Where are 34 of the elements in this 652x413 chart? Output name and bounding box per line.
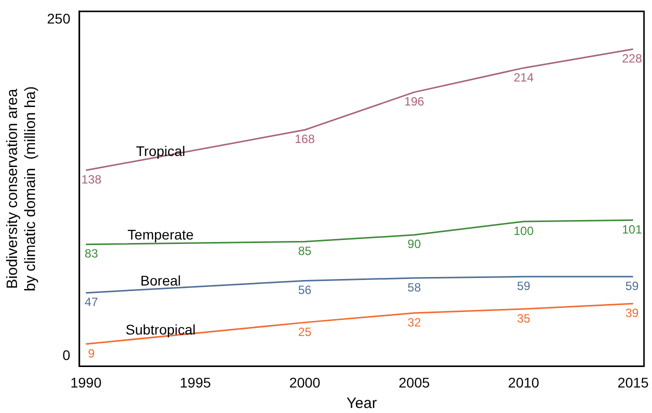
x-tick-label: 2015 — [617, 374, 649, 390]
data-label: 56 — [298, 283, 312, 298]
data-label: 101 — [622, 222, 642, 236]
data-label: 100 — [514, 224, 534, 238]
data-label: 39 — [625, 306, 639, 320]
data-label: 58 — [408, 280, 422, 294]
data-label: 59 — [625, 278, 639, 293]
data-label: 214 — [514, 70, 534, 84]
y-tick-label: 250 — [47, 10, 71, 26]
series-label: Subtropical — [126, 321, 196, 338]
x-tick-label: 1990 — [70, 374, 102, 390]
data-label: 85 — [298, 244, 312, 258]
data-label: 59 — [516, 278, 531, 293]
data-label: 138 — [81, 172, 102, 187]
y-tick-label: 0 — [62, 346, 71, 363]
data-label: 196 — [404, 94, 425, 108]
x-tick-label: 1995 — [180, 374, 212, 390]
data-label: 228 — [622, 51, 642, 66]
data-label: 47 — [84, 295, 98, 310]
series-label: Tropical — [136, 143, 186, 160]
x-tick-label: 2010 — [508, 374, 540, 390]
series-label: Boreal — [140, 272, 181, 289]
y-axis-title: Biodiversity conservation area by climatic domain (million ha) — [4, 86, 40, 292]
data-label: 9 — [88, 346, 96, 360]
x-tick-label: 2005 — [398, 374, 430, 390]
x-axis-title: Year — [346, 395, 377, 412]
series-label: Temperate — [128, 226, 194, 243]
data-label: 83 — [84, 246, 98, 261]
data-label: 168 — [294, 132, 316, 146]
data-label: 90 — [408, 237, 422, 252]
x-tick-label: 2000 — [289, 374, 321, 390]
data-label: 32 — [408, 315, 422, 330]
data-label: 35 — [516, 311, 531, 326]
data-label: 25 — [298, 324, 312, 339]
